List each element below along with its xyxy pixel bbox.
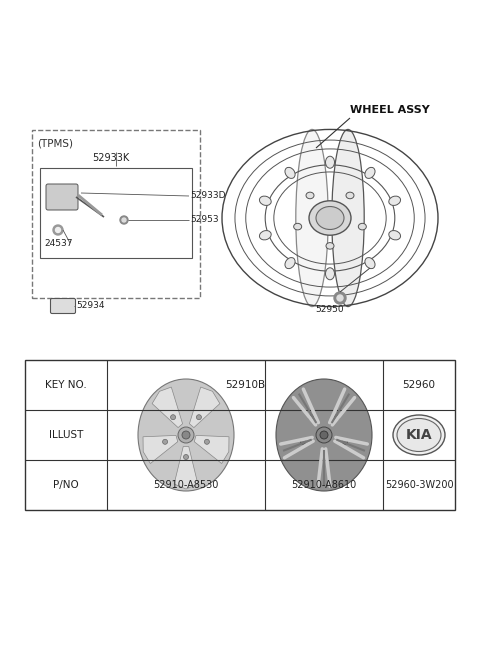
Ellipse shape bbox=[309, 201, 351, 236]
Text: 52934: 52934 bbox=[76, 302, 105, 310]
Ellipse shape bbox=[196, 415, 202, 420]
Text: 52910-A8610: 52910-A8610 bbox=[291, 480, 357, 490]
Text: ILLUST: ILLUST bbox=[49, 430, 83, 440]
Polygon shape bbox=[174, 447, 198, 489]
Circle shape bbox=[120, 216, 128, 224]
Ellipse shape bbox=[326, 243, 334, 249]
Text: 52933D: 52933D bbox=[190, 192, 226, 201]
Ellipse shape bbox=[178, 427, 194, 443]
Ellipse shape bbox=[389, 230, 400, 240]
Circle shape bbox=[334, 292, 346, 304]
Bar bbox=[25, 360, 455, 510]
Ellipse shape bbox=[296, 129, 328, 306]
Ellipse shape bbox=[365, 258, 375, 269]
Circle shape bbox=[122, 218, 126, 222]
Polygon shape bbox=[152, 387, 182, 428]
Bar bbox=[40, 168, 192, 258]
Ellipse shape bbox=[285, 167, 295, 178]
Ellipse shape bbox=[393, 415, 445, 455]
Text: 52910-A8530: 52910-A8530 bbox=[153, 480, 219, 490]
Text: P/NO: P/NO bbox=[53, 480, 79, 490]
Ellipse shape bbox=[183, 455, 189, 459]
Text: 52960: 52960 bbox=[403, 380, 435, 390]
Ellipse shape bbox=[182, 431, 190, 439]
FancyBboxPatch shape bbox=[46, 184, 78, 210]
Ellipse shape bbox=[325, 268, 335, 279]
Circle shape bbox=[53, 225, 63, 235]
Polygon shape bbox=[194, 436, 229, 464]
Ellipse shape bbox=[335, 415, 339, 420]
Ellipse shape bbox=[332, 129, 364, 306]
Ellipse shape bbox=[163, 440, 168, 444]
Text: KEY NO.: KEY NO. bbox=[45, 380, 87, 390]
Bar bbox=[32, 130, 200, 298]
Text: 52933K: 52933K bbox=[92, 153, 130, 163]
Ellipse shape bbox=[260, 196, 271, 205]
Ellipse shape bbox=[204, 440, 209, 444]
Text: 52910B: 52910B bbox=[225, 380, 265, 390]
Ellipse shape bbox=[389, 196, 400, 205]
Ellipse shape bbox=[138, 379, 234, 491]
Ellipse shape bbox=[397, 419, 441, 451]
Ellipse shape bbox=[320, 431, 328, 439]
Ellipse shape bbox=[306, 192, 314, 199]
Ellipse shape bbox=[285, 258, 295, 269]
Polygon shape bbox=[143, 436, 178, 464]
Text: KIA: KIA bbox=[406, 428, 432, 442]
FancyBboxPatch shape bbox=[50, 298, 75, 314]
Ellipse shape bbox=[276, 379, 372, 491]
Ellipse shape bbox=[300, 440, 306, 444]
Ellipse shape bbox=[316, 207, 344, 230]
Ellipse shape bbox=[365, 167, 375, 178]
Ellipse shape bbox=[170, 415, 176, 420]
Ellipse shape bbox=[309, 415, 313, 420]
Polygon shape bbox=[190, 387, 220, 428]
Circle shape bbox=[56, 228, 60, 232]
Ellipse shape bbox=[325, 156, 335, 168]
Ellipse shape bbox=[260, 230, 271, 240]
Text: 52960-3W200: 52960-3W200 bbox=[384, 480, 453, 490]
Text: WHEEL ASSY: WHEEL ASSY bbox=[350, 105, 430, 115]
Ellipse shape bbox=[294, 223, 301, 230]
Ellipse shape bbox=[316, 427, 332, 443]
Ellipse shape bbox=[359, 223, 366, 230]
Text: 52953: 52953 bbox=[190, 216, 218, 224]
Text: 24537: 24537 bbox=[44, 239, 72, 247]
Text: 52950: 52950 bbox=[316, 306, 344, 314]
Ellipse shape bbox=[346, 192, 354, 199]
Text: (TPMS): (TPMS) bbox=[37, 138, 73, 148]
Ellipse shape bbox=[342, 440, 348, 444]
Ellipse shape bbox=[322, 455, 326, 459]
Circle shape bbox=[337, 295, 343, 301]
